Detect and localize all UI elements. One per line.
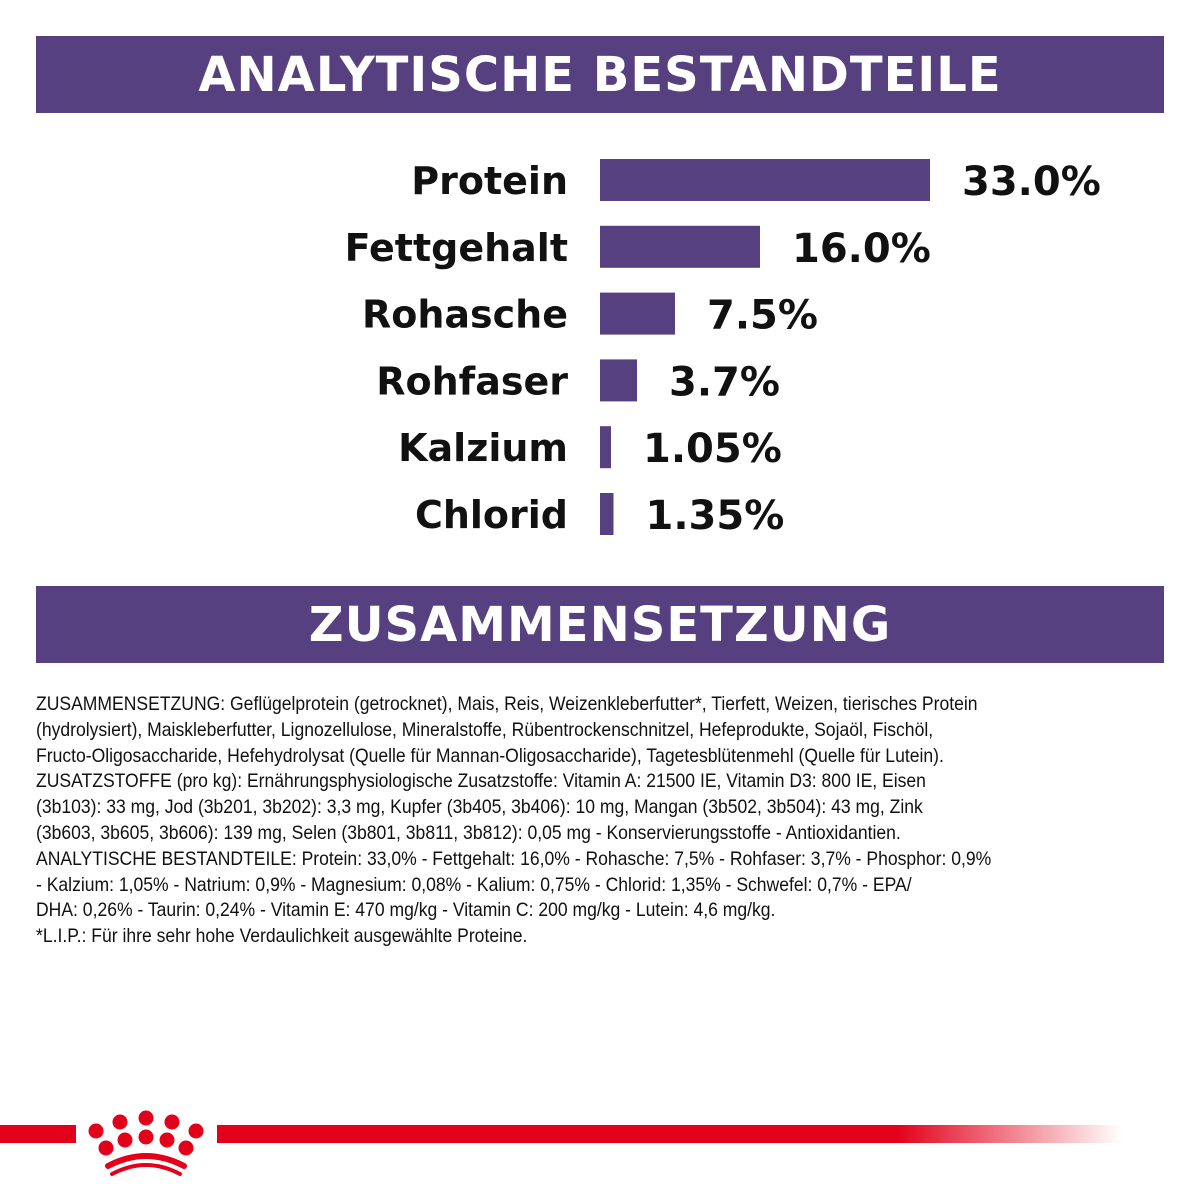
composition-header: ZUSAMMENSETZUNG [36, 586, 1164, 663]
value-label: 1.05% [643, 426, 782, 472]
value-label: 7.5% [707, 293, 818, 339]
composition-line: - Kalzium: 1,05% - Natrium: 0,9% - Magne… [36, 873, 912, 896]
bar-protein [600, 159, 930, 201]
category-label: Protein [411, 159, 568, 203]
crown-logo-icon [88, 1110, 204, 1176]
composition-line: DHA: 0,26% - Taurin: 0,24% - Vitamin E: … [36, 899, 776, 922]
composition-line: Fructo-Oligosaccharide, Hefehydrolysat (… [36, 744, 944, 767]
bar-chlorid [600, 493, 614, 535]
composition-title: ZUSAMMENSETZUNG [308, 596, 892, 653]
category-label: Fettgehalt [345, 226, 568, 270]
value-label: 1.35% [646, 493, 785, 539]
value-label: 33.0% [962, 159, 1101, 205]
red-line-right [217, 1125, 1122, 1143]
composition-line: (hydrolysiert), Maiskleberfutter, Lignoz… [36, 718, 934, 741]
composition-line: *L.I.P.: Für ihre sehr hohe Verdaulichke… [36, 925, 528, 948]
category-label: Chlorid [415, 493, 568, 537]
category-label: Rohfaser [376, 359, 568, 403]
category-label: Rohasche [362, 293, 568, 337]
category-label: Kalzium [398, 426, 568, 470]
value-label: 16.0% [792, 226, 931, 272]
red-line-left [0, 1125, 76, 1143]
analytics-header: ANALYTISCHE BESTANDTEILE [36, 36, 1164, 113]
bar-kalzium [600, 426, 611, 469]
composition-line: (3b103): 33 mg, Jod (3b201, 3b202): 3,3 … [36, 796, 923, 819]
analytics-title: ANALYTISCHE BESTANDTEILE [198, 46, 1002, 103]
nutrient-bar-chart: Protein 33.0% Fettgehalt 16.0% Rohasche 7.5% R… [345, 159, 1101, 539]
composition-line: (3b603, 3b605, 3b606): 139 mg, Selen (3b… [36, 821, 901, 844]
composition-text: ZUSAMMENSETZUNG: Geflügelprotein (getroc… [36, 692, 1176, 950]
bar-rohfaser [600, 359, 637, 402]
composition-line: ZUSAMMENSETZUNG: Geflügelprotein (getroc… [36, 693, 978, 715]
bar-fettgehalt [600, 225, 760, 268]
bar-rohasche [600, 292, 675, 335]
value-label: 3.7% [669, 359, 780, 405]
composition-line: ANALYTISCHE BESTANDTEILE: Protein: 33,0%… [36, 847, 992, 870]
composition-line: ZUSATZSTOFFE (pro kg): Ernährungsphysiol… [36, 770, 926, 793]
footer-brand-strip [0, 1110, 1122, 1176]
